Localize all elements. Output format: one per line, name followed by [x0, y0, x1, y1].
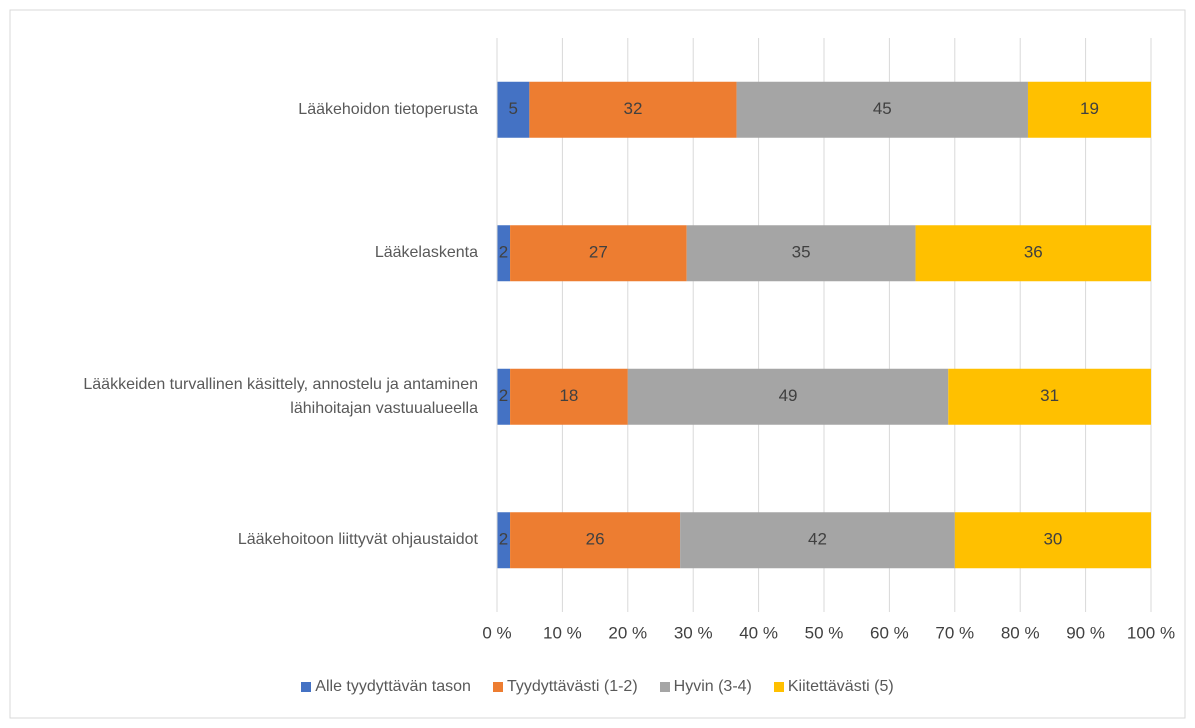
bar-segment [510, 225, 687, 282]
data-label: 27 [589, 243, 608, 262]
x-tick-label: 100 % [1127, 623, 1175, 642]
bar-segment [915, 225, 1151, 282]
legend-item: Kiitettävästi (5) [773, 678, 894, 696]
bar-segment [529, 81, 737, 138]
x-tick-label: 30 % [674, 623, 713, 642]
legend-item: Tyydyttävästi (1-2) [492, 678, 638, 696]
data-label: 32 [624, 99, 643, 118]
chart-border [9, 9, 1186, 719]
data-label: 35 [792, 243, 811, 262]
legend-swatch [773, 682, 784, 692]
legend-swatch [659, 682, 670, 692]
data-label: 2 [499, 386, 508, 405]
bar-segment [510, 368, 628, 425]
bar-segment [954, 512, 1151, 569]
legend-label: Tyydyttävästi (1-2) [506, 678, 638, 695]
legend-swatch [301, 682, 312, 692]
data-label: 49 [779, 386, 798, 405]
x-tick-label: 50 % [805, 623, 844, 642]
data-label: 2 [499, 530, 508, 549]
x-tick-label: 90 % [1066, 623, 1105, 642]
x-tick-label: 0 % [482, 623, 511, 642]
category-label: Lääkkeiden turvallinen käsittely, annost… [83, 375, 478, 417]
x-tick-label: 60 % [870, 623, 909, 642]
bar-segment [736, 81, 1028, 138]
x-tick-label: 40 % [739, 623, 778, 642]
bar-segment [497, 81, 530, 138]
legend-swatch [492, 682, 503, 692]
category-label: Lääkehoidon tietoperusta [298, 100, 478, 118]
data-label: 19 [1080, 99, 1099, 118]
category-label: Lääkehoitoon liittyvät ohjaustaidot [237, 531, 478, 549]
bar-segment [497, 512, 511, 569]
x-tick-label: 20 % [608, 623, 647, 642]
bar-segment [948, 368, 1151, 425]
data-label: 36 [1024, 243, 1043, 262]
data-label: 30 [1043, 530, 1062, 549]
data-label: 26 [586, 530, 605, 549]
legend-label: Alle tyydyttävän tason [315, 678, 471, 695]
data-label: 45 [873, 99, 892, 118]
bar-segment [1027, 81, 1151, 138]
bar-segment [686, 225, 916, 282]
bar-segment [680, 512, 955, 569]
data-label: 31 [1040, 386, 1059, 405]
legend-label: Hyvin (3-4) [673, 678, 752, 695]
legend-item: Alle tyydyttävän tason [301, 678, 471, 696]
bar-segment [497, 225, 511, 282]
legend-item: Hyvin (3-4) [659, 678, 752, 696]
legend-label: Kiitettävästi (5) [787, 678, 894, 695]
bar-segment [510, 512, 681, 569]
x-tick-label: 70 % [935, 623, 974, 642]
data-label: 5 [508, 99, 517, 118]
data-label: 42 [808, 530, 827, 549]
category-label: Lääkelaskenta [374, 244, 478, 262]
bar-segment [627, 368, 949, 425]
data-label: 18 [559, 386, 578, 405]
data-label: 2 [499, 243, 508, 262]
x-tick-label: 10 % [543, 623, 582, 642]
x-tick-label: 80 % [1001, 623, 1040, 642]
legend: Alle tyydyttävän tason Tyydyttävästi (1-2… [0, 678, 1195, 696]
bar-segment [497, 368, 511, 425]
